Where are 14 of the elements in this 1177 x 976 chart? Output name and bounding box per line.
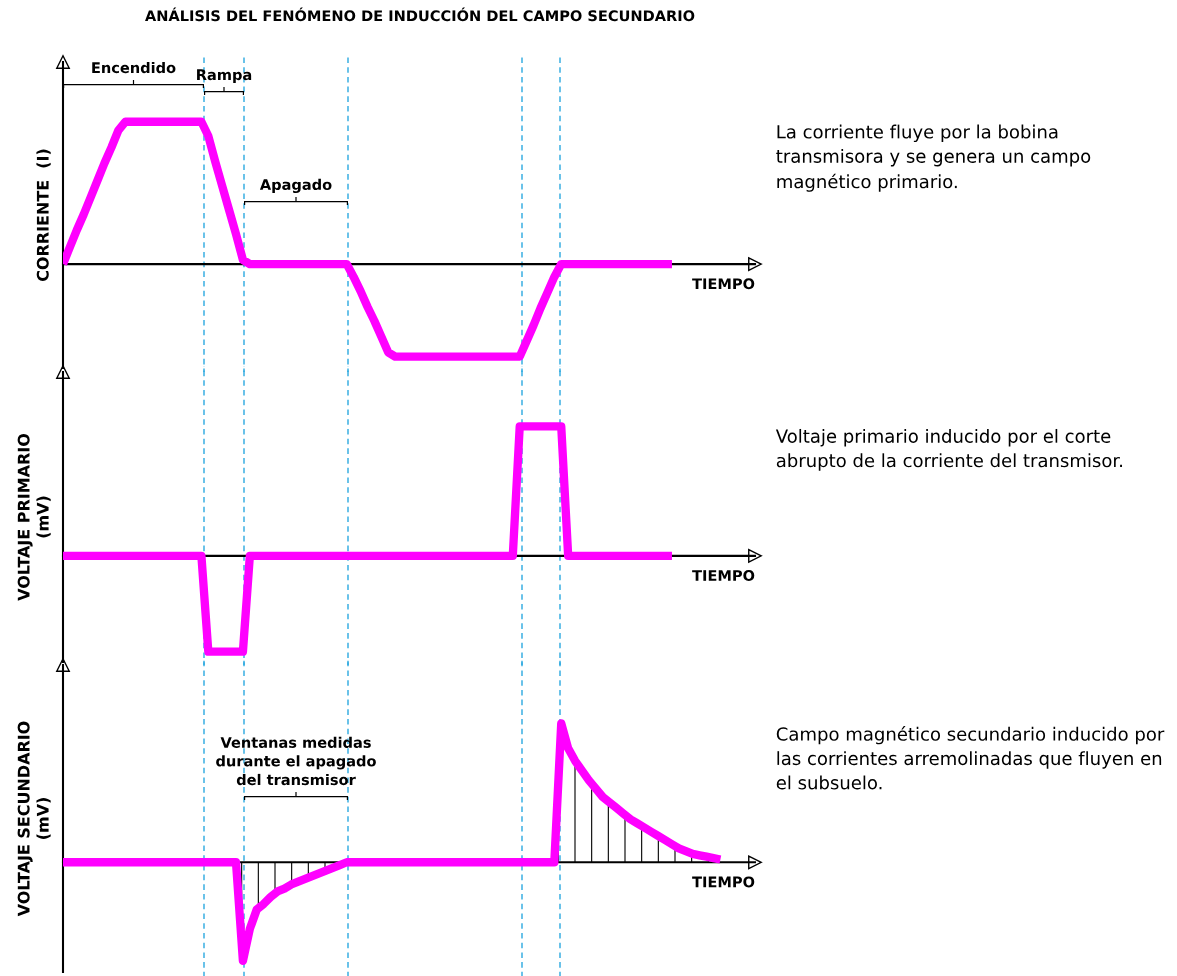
- y-axis-title: CORRIENTE (I): [36, 149, 51, 281]
- chart-title: ANÁLISIS DEL FENÓMENO DE INDUCCIÓN DEL CAMPO SECUNDARIO: [145, 7, 695, 22]
- text: Rampa: [197, 69, 252, 83]
- x-axis-title: TIEMPO: [692, 876, 755, 888]
- text: La corriente fluye por la bobina transmisora y se genera un campo magnético primario.: [776, 124, 1091, 192]
- text: Encendido: [92, 61, 176, 74]
- text: Voltaje primario inducido por el corte abrupto de la corriente del transmisor.: [775, 428, 1122, 471]
- text: Campo magnético secundario inducido por las corrientes arremolinadas que fluyen en el subsuelo.: [776, 726, 1165, 790]
- annotation: Ventanas medidas durante el apagado del transmisor: [216, 736, 376, 786]
- x-axis-title: TIEMPO: [692, 278, 755, 290]
- x-axis-title: TIEMPO: [692, 569, 755, 582]
- y-axis-title: VOLTAJE PRIMARIO (mV): [17, 433, 51, 601]
- annotation: Apagado: [259, 178, 332, 193]
- y-axis-title: VOLTAJE SECUNDARIO (mV): [17, 721, 51, 917]
